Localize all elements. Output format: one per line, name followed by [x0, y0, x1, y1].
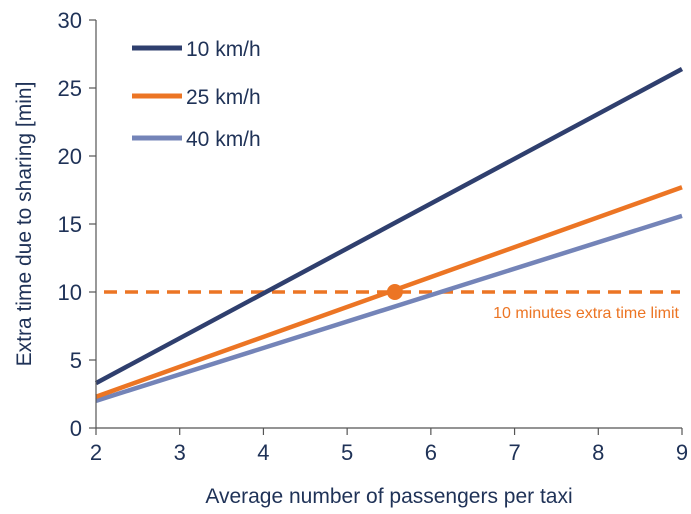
x-tick-label: 6 [425, 440, 437, 465]
x-tick-label: 8 [592, 440, 604, 465]
x-tick-label: 9 [676, 440, 688, 465]
x-tick-label: 4 [257, 440, 269, 465]
x-tick-label: 2 [90, 440, 102, 465]
legend-label: 25 km/h [186, 86, 261, 109]
y-tick-label: 20 [58, 144, 82, 169]
plot-area: 10 minutes extra time limit [94, 66, 684, 403]
x-tick-label: 5 [341, 440, 353, 465]
legend-label: 10 km/h [186, 38, 261, 61]
y-tick-label: 30 [58, 8, 82, 33]
y-tick-label: 10 [58, 280, 82, 305]
y-axis-ticks: 0 5 10 15 20 25 30 [58, 8, 96, 441]
series-line-40-km-h [95, 213, 683, 403]
y-tick-label: 0 [70, 416, 82, 441]
legend: 10 km/h 25 km/h 40 km/h [132, 38, 261, 151]
highlight-point [386, 284, 403, 300]
x-axis-ticks: 2 3 4 5 6 7 8 9 [90, 428, 688, 465]
y-tick-label: 5 [70, 348, 82, 373]
x-tick-label: 7 [508, 440, 520, 465]
reference-line-label: 10 minutes extra time limit [493, 305, 679, 322]
legend-label: 40 km/h [186, 128, 261, 151]
axes: 0 5 10 15 20 25 30 2 3 4 5 6 7 8 9 [58, 8, 689, 465]
x-axis-title: Average number of passengers per taxi [205, 485, 572, 508]
series-line-10-km-h [94, 66, 684, 386]
y-axis-title: Extra time due to sharing [min] [13, 82, 36, 367]
x-tick-label: 3 [174, 440, 186, 465]
y-tick-label: 15 [58, 212, 82, 237]
y-tick-label: 25 [58, 76, 82, 101]
